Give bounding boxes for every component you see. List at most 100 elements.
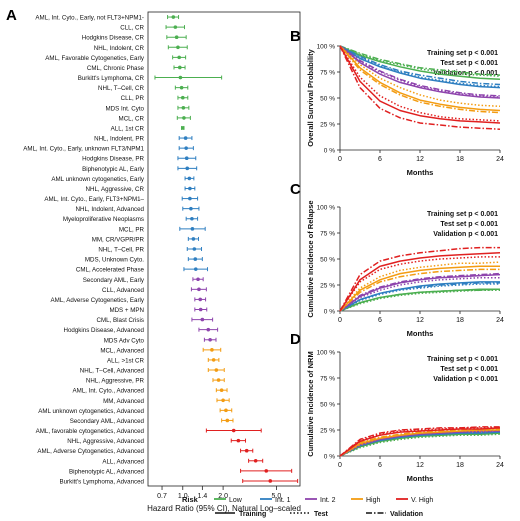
legend: Risk Low Int. 1 Int. 2 High V. High Training Te…	[182, 495, 433, 518]
curve-low-test	[339, 433, 501, 457]
forest-row-label: MCL, Advanced	[100, 347, 144, 354]
forest-row-label: CML, Chronic Phase	[87, 65, 145, 72]
forest-point	[189, 206, 193, 211]
panel-d-chart: 0 % 25 % 50 % 75 % 100 % 0 6 12 18 24 Months Cumula…	[306, 350, 504, 484]
forest-point	[192, 247, 197, 251]
forest-row-label: AML, Int. Cyto., Advanced	[72, 388, 144, 395]
curve-low-test	[339, 289, 500, 312]
forest-row-label: NHL, Aggressive, CR	[86, 186, 145, 193]
forest-point	[214, 368, 219, 372]
forest-point	[200, 317, 205, 322]
forest-point	[253, 458, 258, 463]
forest-point	[197, 287, 201, 292]
curve-int-1-test	[339, 283, 500, 312]
curve-low-validation	[339, 432, 501, 457]
p-value-annotation: Test set p < 0.001	[440, 221, 498, 228]
forest-point	[180, 126, 185, 130]
forest-row-label: CML, Blast Crisis	[97, 317, 144, 324]
forest-row-label: AML, Favorable Cytogenetics, Early	[45, 55, 145, 62]
x-tick-label: 24	[496, 317, 504, 324]
forest-point	[188, 186, 192, 191]
p-value-annotation: Validation p < 0.001	[433, 376, 498, 383]
y-tick-label: 25 %	[320, 428, 335, 435]
forest-point	[198, 307, 203, 312]
curve-v-high-training	[339, 45, 501, 124]
forest-row-label: Myeloproliferative Neoplasms	[63, 216, 144, 223]
curve-high-training	[339, 45, 501, 112]
curve-low-validation	[339, 288, 501, 312]
legend-risk-label: Int. 2	[320, 497, 336, 504]
forest-point	[185, 166, 190, 171]
forest-row-label: NHL, Indolent, Advanced	[76, 206, 145, 213]
forest-row-label: Secondary AML, Early	[83, 277, 145, 284]
p-value-annotation: Training set p < 0.001	[427, 50, 498, 57]
forest-plot: 0.7 1.0 1.4 2.0 5.0 Hazard Ratio (95% CI), Na…	[23, 11, 301, 513]
x-tick-label: 12	[416, 156, 424, 163]
y-tick-label: 25 %	[320, 122, 335, 129]
forest-row-label: NHL, Indolent, CR	[94, 45, 145, 52]
forest-point	[174, 35, 179, 40]
legend-risk-label: V. High	[411, 497, 433, 504]
forest-point	[173, 25, 178, 29]
curve-int-2-training	[339, 273, 501, 312]
forest-row-label: NHL, Aggressive, PR	[86, 378, 145, 385]
forest-row-label: CLL, Advanced	[102, 287, 145, 294]
forest-row-label: Hodgkins Disease, Advanced	[64, 327, 145, 334]
curve-int-1-validation	[339, 282, 500, 312]
forest-point	[179, 85, 184, 90]
forest-point	[221, 398, 225, 403]
x-tick-label: 0	[338, 462, 342, 469]
x-tick-label: 12	[416, 317, 424, 324]
y-axis-label: Overall Survival Probability	[306, 48, 315, 146]
forest-row-label: AML, Adverse Cytogenetics, Advanced	[37, 448, 144, 455]
panel-label-d: D	[290, 331, 301, 348]
forest-point	[224, 408, 228, 413]
forest-row-label: AML unknown cytogenetics, Early	[51, 176, 145, 183]
x-tick-label: 6	[378, 317, 382, 324]
curve-v-high-training	[339, 252, 501, 312]
forest-point	[176, 45, 180, 50]
curve-int-1-training	[339, 45, 501, 89]
forest-row-label: Secondary AML, Advanced	[70, 418, 145, 425]
forest-point	[216, 378, 221, 382]
p-value-annotation: Training set p < 0.001	[427, 356, 498, 363]
y-tick-label: 75 %	[320, 231, 335, 238]
forest-row-label: MCL, PR	[119, 226, 145, 233]
x-tick-label: 0	[338, 317, 342, 324]
y-tick-label: 100 %	[317, 350, 336, 357]
forest-row-label: Burkitt's Lymphoma, Advanced	[59, 478, 144, 485]
forest-point	[231, 428, 236, 433]
y-tick-label: 50 %	[320, 96, 335, 103]
forest-point	[193, 267, 198, 271]
curve-low-training	[339, 45, 501, 81]
y-tick-label: 0 %	[324, 309, 335, 316]
legend-risk-label: Low	[229, 497, 243, 504]
forest-point	[183, 136, 188, 140]
curve-low-validation	[339, 45, 501, 76]
forest-point	[225, 418, 230, 423]
panel-label-b: B	[290, 28, 301, 45]
y-tick-label: 75 %	[320, 70, 335, 77]
curve-v-high-test	[339, 45, 501, 122]
forest-row-label: MDS Adv Cyto	[104, 337, 145, 344]
forest-row-label: NHL, Indolent, PR	[94, 136, 144, 143]
x-tick-label: 18	[456, 462, 464, 469]
y-tick-label: 100 %	[317, 44, 336, 51]
forest-point	[190, 227, 195, 231]
forest-x-tick-label: 2.0	[218, 493, 228, 500]
forest-row-label: ALL, >1st CR	[107, 357, 145, 364]
forest-point	[188, 196, 192, 201]
x-tick-label: 18	[456, 156, 464, 163]
legend-line-label: Validation	[390, 511, 423, 518]
forest-point	[171, 15, 176, 19]
p-value-annotation: Test set p < 0.001	[440, 366, 498, 373]
curve-int-2-training	[339, 45, 501, 99]
curve-v-high-test	[339, 256, 500, 312]
forest-point	[236, 438, 241, 443]
forest-point	[180, 95, 185, 100]
forest-row-label: Biphenotypic AL, Early	[82, 166, 145, 173]
curve-v-high-validation	[339, 246, 500, 312]
forest-row-label: AML, Int. Cyto., Early, unknown FLT3/NPM…	[23, 146, 144, 153]
forest-row-label: ALL, 1st CR	[111, 125, 145, 132]
forest-row-label: MCL, CR	[119, 115, 145, 122]
